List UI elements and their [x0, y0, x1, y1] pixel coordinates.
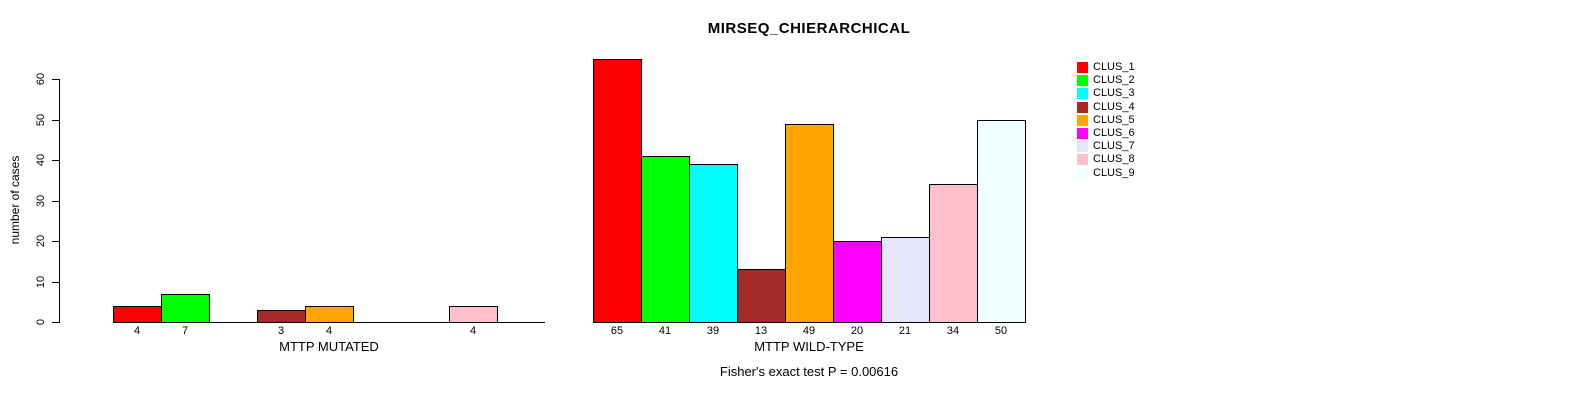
y-tick-mark: [52, 160, 59, 161]
legend-swatch: [1077, 128, 1088, 140]
legend-swatch: [1077, 75, 1088, 87]
y-axis-label: number of cases: [8, 155, 22, 245]
legend-swatch: [1077, 141, 1088, 153]
legend-item: CLUS_3: [1077, 87, 1135, 100]
y-tick-label: 40: [35, 153, 47, 167]
legend-swatch: [1077, 114, 1088, 126]
bar-clus_5: [305, 305, 354, 323]
bar-clus_9: [977, 119, 1026, 323]
y-tick-mark: [52, 281, 59, 283]
fisher-test-annotation: Fisher's exact test P = 0.00616: [719, 364, 899, 379]
y-tick-label: 10: [35, 275, 47, 288]
legend-label: CLUS_9: [1093, 166, 1135, 179]
legend-label: CLUS_3: [1093, 87, 1135, 100]
bar-value-label: 4: [469, 325, 477, 337]
chart-title: MIRSEQ_CHIERARCHICAL: [707, 20, 911, 37]
y-tick-label: 50: [35, 113, 47, 126]
legend-item: CLUS_1: [1077, 61, 1135, 74]
x-axis-label-mutated: MTTP MUTATED: [279, 339, 379, 354]
legend-label: CLUS_6: [1093, 127, 1135, 140]
bar-value-label: 65: [610, 325, 624, 337]
bar-value-label: 4: [325, 325, 333, 337]
y-tick-label: 20: [35, 234, 47, 248]
bar-value-label: 7: [181, 325, 189, 337]
bar-value-label: 41: [658, 325, 672, 337]
x-axis-label-wildtype: MTTP WILD-TYPE: [754, 339, 864, 354]
legend-swatch: [1077, 167, 1088, 179]
y-axis-line: [59, 79, 60, 323]
bar-clus_8: [449, 305, 498, 323]
legend-item: CLUS_7: [1077, 140, 1135, 153]
legend-item: CLUS_2: [1077, 74, 1135, 87]
bar-clus_1: [113, 305, 162, 323]
bar-value-label: 39: [706, 325, 720, 337]
bar-value-label: 3: [277, 325, 285, 337]
legend-swatch: [1077, 88, 1088, 100]
legend-item: CLUS_4: [1077, 101, 1135, 114]
y-tick-mark: [52, 119, 59, 121]
bar-value-label: 4: [133, 325, 141, 337]
y-tick-label: 30: [35, 194, 47, 207]
bar-clus_7: [881, 236, 930, 323]
bar-clus_4: [737, 269, 786, 323]
y-tick-mark: [52, 241, 59, 242]
legend: CLUS_1 CLUS_2 CLUS_3 CLUS_4 CLUS_5 CLUS_6 CLUS…: [1077, 61, 1135, 180]
bar-value-label: 13: [754, 325, 768, 337]
bar-value-label: 34: [946, 325, 960, 337]
bar-value-label: 49: [802, 325, 816, 337]
y-tick-mark: [52, 200, 59, 202]
legend-swatch: [1077, 101, 1088, 113]
bar-value-label: 20: [850, 325, 864, 337]
bar-clus_8: [929, 184, 978, 323]
legend-label: CLUS_5: [1093, 113, 1135, 126]
legend-label: CLUS_8: [1093, 153, 1135, 166]
bar-clus_6: [833, 241, 882, 323]
legend-item: CLUS_6: [1077, 127, 1135, 140]
bar-clus_3: [689, 164, 738, 323]
bar-clus_2: [641, 155, 690, 323]
bar-value-label: 50: [994, 325, 1008, 337]
legend-label: CLUS_2: [1093, 74, 1135, 87]
legend-swatch: [1077, 62, 1088, 74]
bar-clus_4: [257, 309, 306, 323]
legend-label: CLUS_7: [1093, 140, 1135, 153]
bar-clus_2: [161, 293, 210, 323]
legend-item: CLUS_8: [1077, 153, 1135, 166]
legend-label: CLUS_4: [1093, 100, 1135, 113]
y-tick-mark: [52, 79, 59, 80]
legend-swatch: [1077, 154, 1088, 166]
legend-item: CLUS_5: [1077, 114, 1135, 127]
legend-item: CLUS_9: [1077, 167, 1135, 180]
y-tick-label: 0: [35, 318, 47, 326]
bar-clus_1: [593, 58, 642, 323]
y-tick-mark: [52, 322, 59, 323]
y-tick-label: 60: [35, 72, 47, 86]
bar-clus_5: [785, 123, 834, 323]
bar-value-label: 21: [898, 325, 912, 337]
legend-label: CLUS_1: [1093, 61, 1135, 74]
